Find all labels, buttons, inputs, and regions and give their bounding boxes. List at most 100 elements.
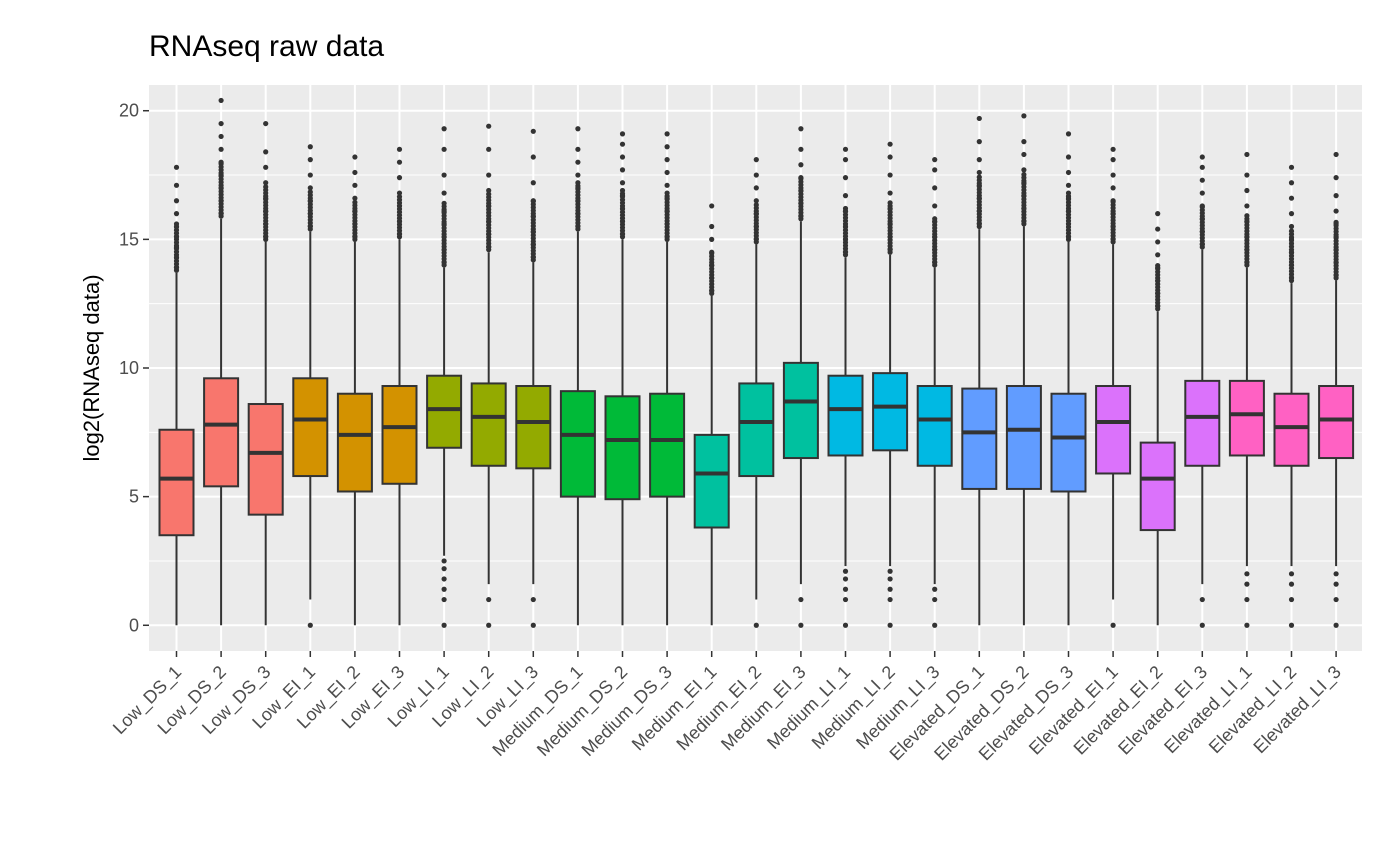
outlier-point: [441, 596, 447, 603]
outlier-point: [664, 131, 670, 137]
outlier-point: [619, 154, 626, 160]
outlier-point: [263, 180, 269, 186]
outlier-point: [887, 141, 893, 147]
outlier-point: [1021, 113, 1027, 119]
outlier-point: [441, 259, 447, 266]
outlier-point: [842, 146, 849, 152]
outlier-point: [530, 622, 536, 628]
outlier-point: [486, 244, 492, 250]
box-Elevated_DS_1: [961, 115, 998, 626]
outlier-point: [753, 157, 759, 163]
outlier-point: [619, 141, 626, 147]
outlier-point: [396, 175, 403, 181]
outlier-point: [1333, 221, 1339, 227]
outlier-point: [842, 568, 849, 574]
outlier-point: [352, 221, 358, 227]
outlier-point: [1155, 211, 1161, 217]
outlier-point: [575, 185, 581, 191]
outlier-point: [575, 146, 581, 152]
outlier-point: [887, 190, 893, 196]
outlier-point: [619, 187, 626, 194]
outlier-point: [976, 174, 982, 180]
outlier-point: [887, 576, 893, 582]
outlier-point: [218, 172, 224, 178]
outlier-point: [887, 586, 893, 592]
outlier-point: [173, 164, 180, 170]
box-Low_LI_1: [426, 126, 463, 628]
outlier-point: [1110, 157, 1116, 163]
outlier-point: [976, 169, 982, 176]
outlier-point: [307, 223, 313, 230]
outlier-point: [798, 175, 804, 181]
outlier-point: [1199, 190, 1205, 196]
outlier-point: [307, 172, 313, 178]
outlier-point: [218, 159, 224, 165]
outlier-point: [1288, 581, 1295, 587]
outlier-point: [218, 120, 224, 127]
outlier-point: [664, 157, 670, 163]
outlier-point: [664, 144, 670, 150]
outlier-point: [1155, 252, 1161, 258]
outlier-point: [218, 198, 224, 204]
outlier-point: [976, 195, 982, 201]
x-axis: Low_DS_1Low_DS_2Low_DS_3Low_EI_1Low_EI_2…: [109, 651, 1346, 765]
box-iqr: [1273, 392, 1310, 467]
outlier-point: [887, 622, 893, 628]
outlier-point: [1288, 223, 1295, 230]
outlier-point: [1021, 139, 1027, 145]
outlier-point: [486, 123, 492, 129]
outlier-point: [619, 218, 626, 224]
box-Elevated_LI_2: [1273, 164, 1310, 628]
outlier-point: [976, 221, 982, 227]
outlier-point: [1199, 596, 1205, 603]
chart-title: RNAseq raw data: [149, 30, 385, 63]
outlier-point: [575, 126, 581, 132]
outlier-point: [887, 205, 893, 212]
outlier-point: [932, 247, 938, 253]
outlier-point: [352, 169, 358, 176]
box-iqr: [827, 374, 864, 457]
box-Medium_LI_1: [827, 146, 864, 628]
box-iqr: [381, 385, 418, 485]
box-Elevated_DS_2: [1005, 113, 1042, 626]
outlier-point: [530, 241, 536, 248]
outlier-point: [932, 234, 938, 240]
outlier-point: [1110, 146, 1116, 152]
outlier-point: [842, 586, 849, 592]
outlier-point: [307, 157, 313, 163]
outlier-point: [619, 180, 626, 186]
outlier-point: [798, 200, 804, 206]
boxes: [158, 97, 1355, 628]
outlier-point: [575, 223, 581, 230]
box-Elevated_LI_1: [1228, 151, 1265, 628]
outlier-point: [441, 200, 447, 206]
outlier-point: [396, 146, 403, 152]
outlier-point: [664, 169, 670, 176]
outlier-point: [842, 236, 849, 242]
outlier-point: [842, 596, 849, 603]
outlier-point: [441, 576, 447, 582]
outlier-point: [396, 231, 403, 237]
box-iqr: [247, 403, 284, 516]
box-Elevated_LI_3: [1318, 151, 1355, 628]
box-Low_EI_2: [336, 154, 373, 626]
outlier-point: [352, 182, 358, 188]
outlier-point: [1244, 596, 1250, 603]
outlier-point: [842, 622, 849, 628]
outlier-point: [1155, 277, 1161, 284]
outlier-point: [1333, 581, 1339, 587]
box-iqr: [1228, 379, 1265, 457]
box-Medium_DS_2: [604, 131, 641, 626]
outlier-point: [619, 231, 626, 237]
outlier-point: [798, 213, 804, 219]
outlier-point: [842, 208, 849, 214]
outlier-point: [1021, 171, 1027, 178]
outlier-point: [1288, 571, 1295, 577]
outlier-point: [1288, 236, 1295, 242]
outlier-point: [575, 211, 581, 217]
outlier-point: [1199, 229, 1205, 235]
outlier-point: [887, 247, 893, 253]
outlier-point: [173, 265, 180, 271]
y-tick-label: 5: [129, 487, 139, 507]
